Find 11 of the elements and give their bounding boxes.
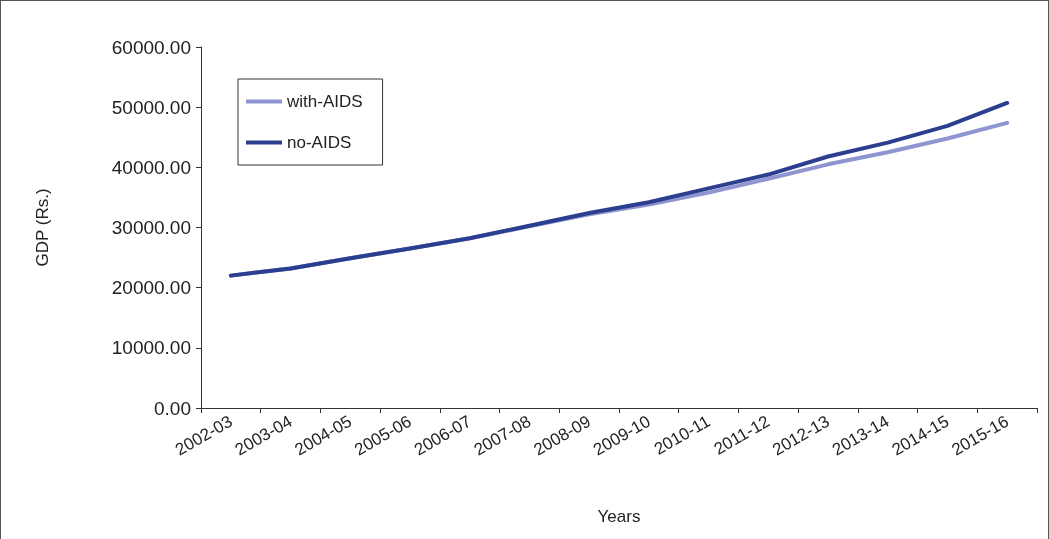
y-tick-label: 50000.00 bbox=[111, 96, 191, 118]
x-axis-title: Years bbox=[597, 507, 641, 526]
y-tick-label: 10000.00 bbox=[111, 337, 191, 359]
y-tick-label: 0.00 bbox=[154, 397, 191, 419]
y-axis-title: GDP (Rs.) bbox=[33, 188, 52, 267]
y-tick-label: 60000.00 bbox=[111, 36, 191, 58]
y-tick-label: 30000.00 bbox=[111, 217, 191, 238]
legend-label: with-AIDS bbox=[286, 92, 363, 111]
legend-label: no-AIDS bbox=[287, 133, 352, 152]
y-tick-label: 20000.00 bbox=[111, 277, 191, 299]
y-tick-label: 40000.00 bbox=[111, 156, 191, 178]
